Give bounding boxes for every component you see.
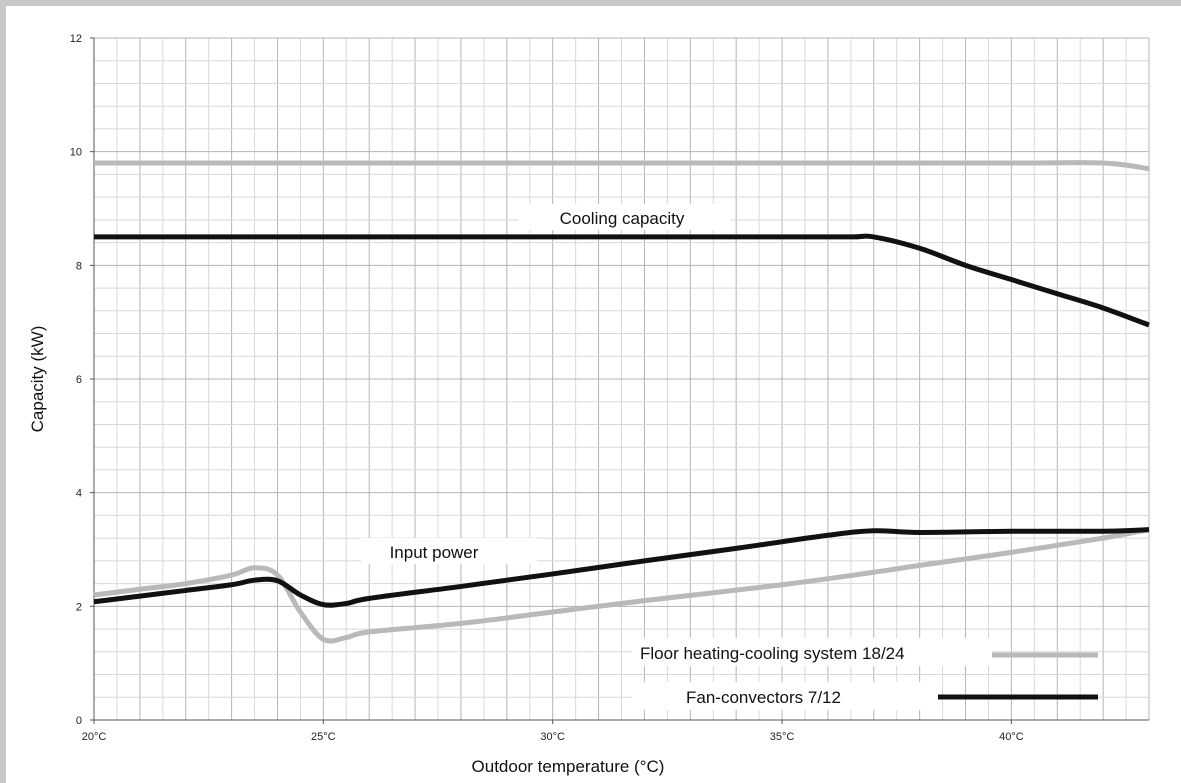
series-line-floor-input-power — [93, 527, 1150, 644]
anno-input-bg — [361, 538, 537, 564]
chart-frame: 0 2 4 6 8 10 12 20°C 25°C 30°C 35°C 40°C Cooling ca… — [6, 6, 1181, 783]
x-tick-label: 35°C — [770, 731, 795, 743]
legend-label-fan: Fan-convectors 7/12 — [686, 688, 841, 707]
x-axis-title: Outdoor temperature (°C) — [472, 757, 665, 776]
y-tick-label: 0 — [76, 715, 82, 727]
axes: 0 2 4 6 8 10 12 20°C 25°C 30°C 35°C 40°C — [70, 33, 1149, 743]
series-line-fan-cooling-capacity — [94, 233, 1150, 328]
x-tick-label: 20°C — [82, 731, 107, 743]
y-tick-label: 8 — [76, 260, 82, 272]
annotations: Cooling capacity Input power — [361, 204, 730, 564]
legend: Floor heating-cooling system 18/24 Fan-c… — [632, 638, 1098, 710]
series-layer — [93, 160, 1150, 644]
y-tick-label: 12 — [70, 33, 82, 45]
legend-bg-floor — [632, 638, 992, 666]
legend-bg-fan — [632, 682, 938, 710]
series-line-fan-input-power — [93, 527, 1150, 608]
anno-cooling-bg — [518, 204, 730, 230]
grid — [93, 37, 1150, 721]
y-tick-label: 2 — [76, 601, 82, 613]
x-tick-label: 40°C — [999, 731, 1024, 743]
y-tick-label: 6 — [76, 374, 82, 386]
x-tick-label: 30°C — [540, 731, 565, 743]
x-tick-label: 25°C — [311, 731, 336, 743]
y-tick-label: 4 — [76, 488, 82, 500]
chart-svg: 0 2 4 6 8 10 12 20°C 25°C 30°C 35°C 40°C Cooling ca… — [28, 33, 1150, 776]
y-axis-title: Capacity (kW) — [28, 326, 47, 433]
y-tick-label: 10 — [70, 147, 82, 159]
legend-label-floor: Floor heating-cooling system 18/24 — [640, 644, 905, 663]
series-line-floor-cooling-capacity — [94, 160, 1150, 172]
anno-input-power: Input power — [390, 543, 479, 562]
anno-cooling-capacity: Cooling capacity — [560, 209, 685, 228]
